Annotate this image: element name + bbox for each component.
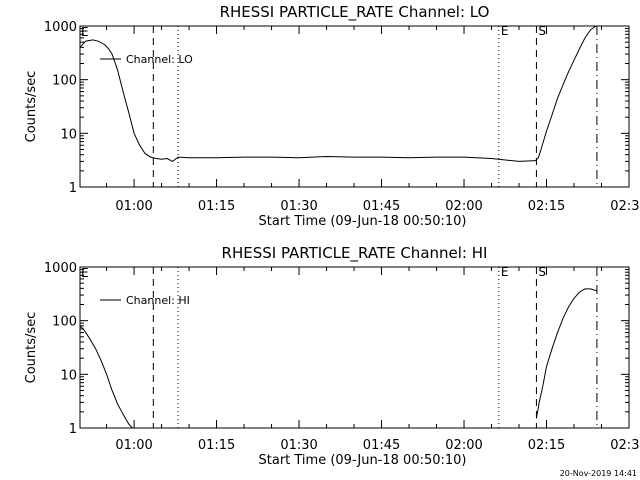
series-line xyxy=(535,288,598,419)
x-tick-label: 01:45 xyxy=(363,199,400,214)
x-tick-label: 02:00 xyxy=(445,199,482,214)
x-tick-label: 02:15 xyxy=(528,438,565,453)
x-tick-label: 02:30 xyxy=(610,438,640,453)
x-tick-label: 01:30 xyxy=(280,438,317,453)
x-tick-label: 01:00 xyxy=(115,438,152,453)
series-line xyxy=(79,25,597,162)
y-tick-label: 10 xyxy=(60,368,77,383)
y-tick-label: 100 xyxy=(52,74,77,89)
marker-label: E xyxy=(501,265,509,279)
x-tick-label: 01:00 xyxy=(115,199,152,214)
y-tick-label: 10 xyxy=(60,127,77,142)
x-tick-label: 01:15 xyxy=(198,438,235,453)
y-axis-label: Counts/sec xyxy=(24,71,39,143)
marker-label: S xyxy=(538,265,546,279)
x-tick-label: 01:15 xyxy=(198,199,235,214)
x-tick-label: 02:15 xyxy=(528,199,565,214)
corner-label: E xyxy=(81,25,89,39)
y-tick-label: 100 xyxy=(52,315,77,330)
y-tick-label: 1 xyxy=(69,181,77,196)
footer-timestamp: 20-Nov-2019 14:41 xyxy=(560,469,637,478)
legend-entry: Channel: LO xyxy=(126,53,193,66)
x-tick-label: 02:00 xyxy=(445,438,482,453)
x-tick-label: 02:30 xyxy=(610,199,640,214)
y-tick-label: 1 xyxy=(69,422,77,437)
x-axis-label: Start Time (09-Jun-18 00:50:10) xyxy=(259,214,467,229)
y-tick-label: 1000 xyxy=(44,261,77,276)
series-line xyxy=(79,325,133,429)
marker-label: S xyxy=(538,24,546,38)
y-axis-label: Counts/sec xyxy=(24,312,39,384)
chart-title: RHESSI PARTICLE_RATE Channel: HI xyxy=(222,244,488,263)
legend-entry: Channel: HI xyxy=(126,294,190,307)
plot-frame xyxy=(79,266,630,429)
chart-title: RHESSI PARTICLE_RATE Channel: LO xyxy=(220,3,490,22)
x-tick-label: 01:45 xyxy=(363,438,400,453)
marker-label: E xyxy=(501,24,509,38)
y-tick-label: 1000 xyxy=(44,20,77,35)
plot-frame xyxy=(79,25,630,188)
corner-label: E xyxy=(81,266,89,280)
x-tick-label: 01:30 xyxy=(280,199,317,214)
x-axis-label: Start Time (09-Jun-18 00:50:10) xyxy=(259,453,467,468)
